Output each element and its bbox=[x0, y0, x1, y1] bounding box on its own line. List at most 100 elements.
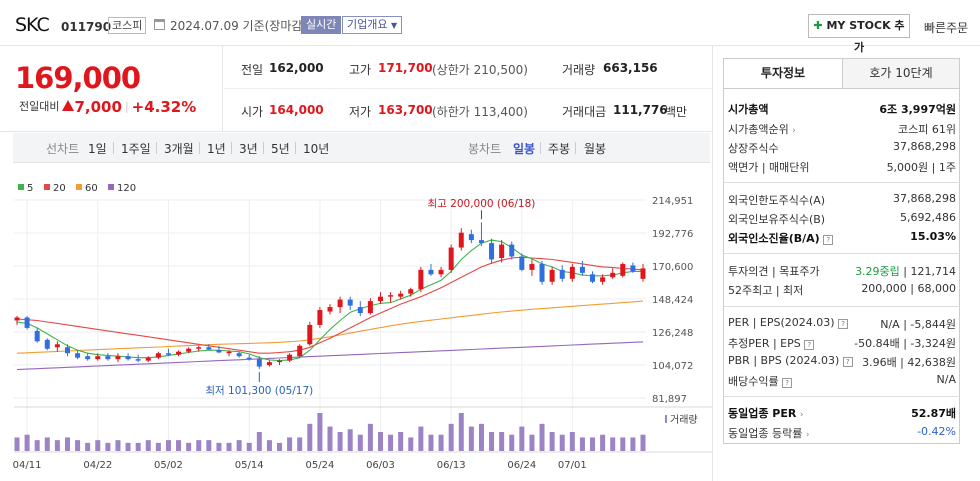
chevron-right-icon[interactable]: › bbox=[799, 410, 804, 420]
chevron-right-icon[interactable]: › bbox=[792, 126, 796, 136]
volume-bar bbox=[236, 440, 242, 451]
candle-body bbox=[155, 353, 161, 358]
candle-body bbox=[337, 299, 343, 308]
volume-bar bbox=[287, 437, 293, 451]
candle-body bbox=[105, 356, 111, 360]
candle-body bbox=[448, 247, 454, 270]
tab-orderbook[interactable]: 호가 10단계 bbox=[842, 59, 959, 88]
volume-bar bbox=[418, 426, 424, 451]
candle-body bbox=[236, 353, 242, 357]
par-value: 5,000원 | 1주 bbox=[886, 161, 956, 174]
candle-body bbox=[54, 344, 60, 348]
help-icon[interactable]: ? bbox=[838, 319, 849, 329]
mcap-value: 6조 3,997억원 bbox=[879, 103, 956, 116]
y-tick-label: 192,776 bbox=[652, 229, 693, 240]
candle-body bbox=[377, 296, 383, 302]
legend-ma20-label: 20 bbox=[53, 183, 66, 194]
realtime-button[interactable]: 실시간 bbox=[301, 16, 342, 34]
volume-bar bbox=[620, 437, 626, 451]
market-badge: 코스피 bbox=[108, 17, 147, 34]
stock-code: 011790 bbox=[61, 20, 112, 34]
my-stock-add-button[interactable]: ✚ MY STOCK 추가 bbox=[808, 14, 910, 54]
company-overview-dropdown[interactable]: 기업개요 ▼ bbox=[342, 16, 403, 34]
candle-body bbox=[196, 347, 202, 349]
chevron-right-icon[interactable]: › bbox=[805, 430, 810, 440]
candle-body bbox=[559, 269, 565, 279]
mcap-rank-label: 시가총액순위 bbox=[728, 123, 789, 136]
period-3y[interactable]: 3년 bbox=[239, 142, 258, 156]
high-label: 고가 bbox=[349, 63, 372, 77]
tab-invest-info[interactable]: 투자정보 bbox=[724, 59, 842, 88]
volume-bar bbox=[54, 440, 60, 451]
quick-order-link[interactable]: 빠른주문 bbox=[924, 21, 969, 35]
volume-bar bbox=[277, 442, 283, 451]
plus-icon: ✚ bbox=[813, 19, 823, 32]
candle-body bbox=[216, 350, 222, 353]
stock-header: SKC 011790 코스피 2024.07.09 기준(장마감) 실시간 기업… bbox=[0, 0, 980, 54]
y-tick-label: 81,897 bbox=[652, 394, 687, 405]
company-overview-label: 기업개요 bbox=[347, 18, 388, 31]
volume-bar bbox=[75, 440, 81, 451]
candle-body bbox=[509, 244, 515, 257]
candle-body bbox=[95, 356, 101, 360]
volume-bar bbox=[377, 432, 383, 451]
moving-average-ma20 bbox=[16, 256, 644, 354]
upper-limit: (상한가 210,500) bbox=[432, 63, 528, 77]
x-tick-label: 06/13 bbox=[437, 460, 466, 471]
volume-bar bbox=[347, 429, 353, 451]
volume-bar bbox=[610, 437, 616, 451]
candle-body bbox=[367, 301, 373, 314]
candle-body bbox=[14, 317, 20, 321]
foreign-hold-label: 외국인보유주식수(B) bbox=[728, 213, 826, 226]
legend-ma5-label: 5 bbox=[27, 183, 34, 194]
candle-body bbox=[428, 269, 434, 275]
vs-prev-label: 전일대비 bbox=[19, 100, 60, 113]
info-tabs: 투자정보 호가 10단계 bbox=[723, 58, 960, 89]
period-1y[interactable]: 1년 bbox=[207, 142, 226, 156]
candle-body bbox=[418, 269, 424, 290]
period-3m[interactable]: 3개월 bbox=[164, 142, 194, 156]
candle-body bbox=[115, 356, 121, 360]
volume-label: 거래량 bbox=[562, 63, 596, 77]
volume-bar bbox=[640, 434, 646, 451]
high-value: 171,700 bbox=[378, 61, 433, 75]
est-per-value: -50.84배 | -3,324원 bbox=[854, 337, 956, 350]
pbr-value: 3.96배 | 42,638원 bbox=[862, 356, 956, 369]
per-row: PER | EPS(2024.03) ? N/A | -5,844원 bbox=[728, 316, 956, 331]
up-triangle-icon bbox=[62, 100, 75, 111]
candlestick-chart[interactable]: 214,951 192,776 170,600 148,424 126,248 104,0… bbox=[0, 190, 712, 481]
est-per-label: 추정PER | EPS bbox=[728, 337, 801, 350]
target-value: 121,714 bbox=[910, 265, 957, 278]
candle-body bbox=[590, 274, 596, 282]
volume-bar bbox=[297, 437, 303, 451]
candle-body bbox=[277, 360, 283, 363]
candle-daily[interactable]: 일봉 bbox=[513, 142, 536, 156]
period-5y[interactable]: 5년 bbox=[271, 142, 290, 156]
period-10y[interactable]: 10년 bbox=[303, 142, 330, 156]
candle-monthly[interactable]: 월봉 bbox=[584, 142, 607, 156]
candle-weekly[interactable]: 주봉 bbox=[548, 142, 571, 156]
change-amount: 7,000 bbox=[74, 98, 122, 116]
candle-body bbox=[579, 266, 585, 273]
moving-average-ma120 bbox=[16, 341, 644, 371]
candle-chart-title: 봉차트 bbox=[468, 142, 502, 156]
x-tick-label: 04/11 bbox=[13, 460, 42, 471]
help-icon[interactable]: ? bbox=[782, 378, 793, 388]
help-icon[interactable]: ? bbox=[804, 340, 815, 350]
volume-bar bbox=[499, 432, 505, 451]
candle-body bbox=[287, 354, 293, 361]
candle-body bbox=[145, 357, 151, 361]
shares-row: 상장주식수 37,868,298 bbox=[728, 140, 956, 156]
help-icon[interactable]: ? bbox=[823, 235, 834, 245]
candle-body bbox=[64, 347, 70, 354]
low-label: 저가 bbox=[349, 105, 372, 119]
candle-body bbox=[529, 263, 535, 270]
company-name[interactable]: SKC bbox=[15, 14, 50, 36]
dividend-label: 배당수익률 bbox=[728, 375, 779, 388]
period-1w[interactable]: 1주일 bbox=[121, 142, 151, 156]
period-1d[interactable]: 1일 bbox=[88, 142, 107, 156]
dividend-row: 배당수익률 ? N/A bbox=[728, 373, 956, 389]
candle-body bbox=[317, 310, 323, 325]
help-icon[interactable]: ? bbox=[842, 357, 853, 367]
